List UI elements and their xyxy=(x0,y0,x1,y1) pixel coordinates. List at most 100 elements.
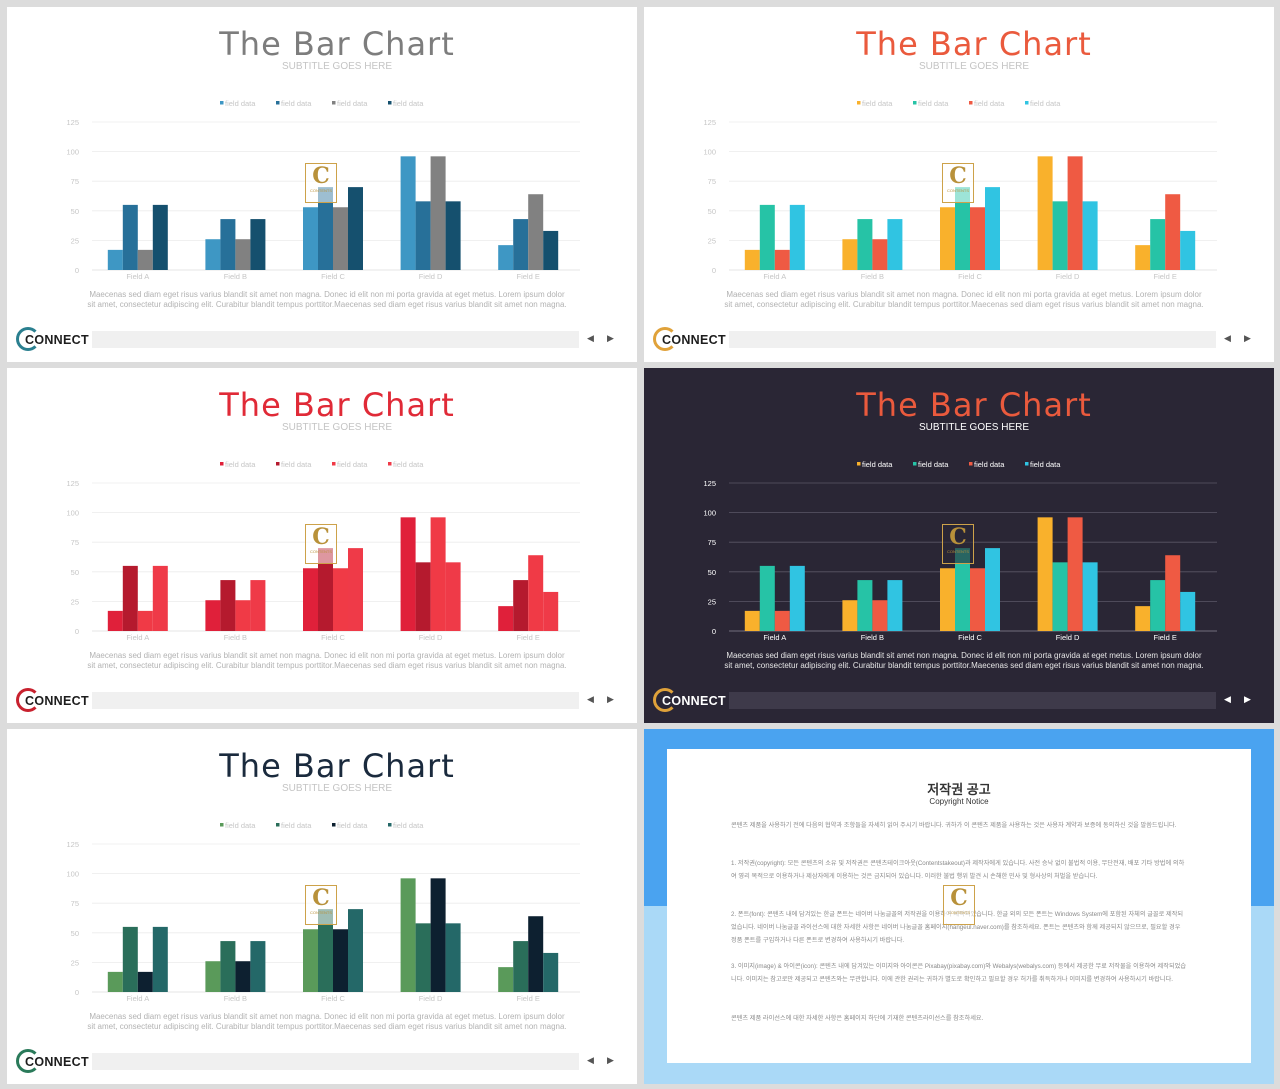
watermark-logo: C CONTENTS xyxy=(305,163,337,203)
y-tick-label: 75 xyxy=(71,177,79,186)
bar xyxy=(235,600,251,631)
legend-swatch xyxy=(388,823,392,827)
bar xyxy=(303,929,318,992)
logo-ring-icon xyxy=(653,688,677,712)
slide-subtitle: SUBTITLE GOES HERE xyxy=(918,422,1030,433)
x-tick-label: Field A xyxy=(763,633,786,642)
bar xyxy=(857,580,873,631)
x-tick-label: Field E xyxy=(1154,633,1177,642)
bar xyxy=(333,568,348,631)
bar xyxy=(348,909,363,992)
legend-swatch xyxy=(332,101,336,105)
slide-subtitle: SUBTITLE GOES HERE xyxy=(918,61,1030,72)
next-slide-button[interactable]: ▶ xyxy=(607,1055,614,1065)
bar xyxy=(400,878,416,992)
legend-label: field data xyxy=(337,460,368,469)
bar xyxy=(1082,562,1098,631)
notice-paragraph: 콘텐츠 제품 라이선스에 대한 자세한 사항은 홈페이지 하단에 기재한 콘텐츠… xyxy=(731,1015,984,1022)
bar xyxy=(205,600,221,631)
next-slide-button[interactable]: ▶ xyxy=(1244,694,1251,704)
connect-logo: CONNECT xyxy=(16,325,96,355)
bar xyxy=(348,548,363,631)
x-tick-label: Field B xyxy=(224,272,247,281)
bar xyxy=(498,606,514,631)
logo-ring-icon xyxy=(653,327,677,351)
x-tick-label: Field D xyxy=(419,994,443,1003)
bar xyxy=(1180,591,1196,631)
bar xyxy=(887,219,903,270)
bar xyxy=(107,971,123,992)
bar xyxy=(543,591,559,631)
previous-slide-button[interactable]: ◀ xyxy=(1224,333,1231,343)
bar xyxy=(152,565,168,631)
bar xyxy=(400,517,416,631)
bar xyxy=(543,230,559,270)
slide-2: The Bar Chart SUBTITLE GOES HERE field d… xyxy=(644,7,1274,362)
next-slide-button[interactable]: ▶ xyxy=(1244,333,1251,343)
previous-slide-button[interactable]: ◀ xyxy=(587,333,594,343)
footer-bar xyxy=(729,331,1216,348)
legend-label: field data xyxy=(225,99,256,108)
watermark-logo: C CONTENTS xyxy=(943,885,975,925)
legend-label: field data xyxy=(974,460,1005,469)
slide-3: The Bar Chart SUBTITLE GOES HERE field d… xyxy=(7,368,637,723)
bar xyxy=(220,941,236,992)
bar xyxy=(415,201,431,270)
y-tick-label: 75 xyxy=(71,538,79,547)
legend-swatch xyxy=(857,462,861,466)
bar xyxy=(318,548,333,631)
x-tick-label: Field C xyxy=(958,633,982,642)
bar xyxy=(955,548,970,631)
legend-swatch xyxy=(332,823,336,827)
logo-text: CONNECT xyxy=(662,694,726,708)
bar xyxy=(528,194,544,270)
bar-chart: field data field data field data field data… xyxy=(703,460,1217,642)
watermark-letter: C xyxy=(950,885,968,911)
notice-subtitle: Copyright Notice xyxy=(929,797,989,806)
x-tick-label: Field E xyxy=(517,994,540,1003)
bar xyxy=(445,562,461,631)
bar xyxy=(318,909,333,992)
next-slide-button[interactable]: ▶ xyxy=(607,694,614,704)
watermark-logo: C CONTENTS xyxy=(305,524,337,564)
bar xyxy=(985,548,1000,631)
bar xyxy=(303,568,318,631)
bar xyxy=(528,916,544,992)
bar xyxy=(940,207,955,270)
logo-ring-icon xyxy=(16,1049,40,1073)
bar xyxy=(250,941,266,992)
legend-swatch xyxy=(220,101,224,105)
bar xyxy=(774,249,790,270)
legend-swatch xyxy=(388,101,392,105)
legend-label: field data xyxy=(1030,99,1061,108)
bar xyxy=(1135,245,1151,270)
watermark-letter: C xyxy=(949,163,967,189)
y-tick-label: 125 xyxy=(703,479,716,488)
logo-ring-icon xyxy=(16,688,40,712)
y-tick-label: 25 xyxy=(708,597,716,606)
bar xyxy=(122,204,138,270)
next-slide-button[interactable]: ▶ xyxy=(607,333,614,343)
watermark-logo: C CONTENTS xyxy=(942,163,974,203)
slide-title: The Bar Chart xyxy=(219,747,455,785)
bar xyxy=(1150,219,1166,270)
y-tick-label: 25 xyxy=(71,597,79,606)
bar xyxy=(1037,156,1053,270)
y-tick-label: 75 xyxy=(71,899,79,908)
x-tick-label: Field D xyxy=(419,272,443,281)
bar xyxy=(970,207,985,270)
bar xyxy=(1052,562,1068,631)
bar xyxy=(235,961,251,992)
legend-swatch xyxy=(913,101,917,105)
legend-label: field data xyxy=(337,821,368,830)
watermark-logo: C CONTENTS xyxy=(942,524,974,564)
previous-slide-button[interactable]: ◀ xyxy=(1224,694,1231,704)
slide-title: The Bar Chart xyxy=(219,25,455,63)
previous-slide-button[interactable]: ◀ xyxy=(587,694,594,704)
y-tick-label: 25 xyxy=(71,236,79,245)
bar xyxy=(1135,606,1151,631)
previous-slide-button[interactable]: ◀ xyxy=(587,1055,594,1065)
connect-logo: CONNECT xyxy=(653,325,733,355)
bar xyxy=(1052,201,1068,270)
body-paragraph: Maecenas sed diam eget risus varius blan… xyxy=(87,651,567,670)
